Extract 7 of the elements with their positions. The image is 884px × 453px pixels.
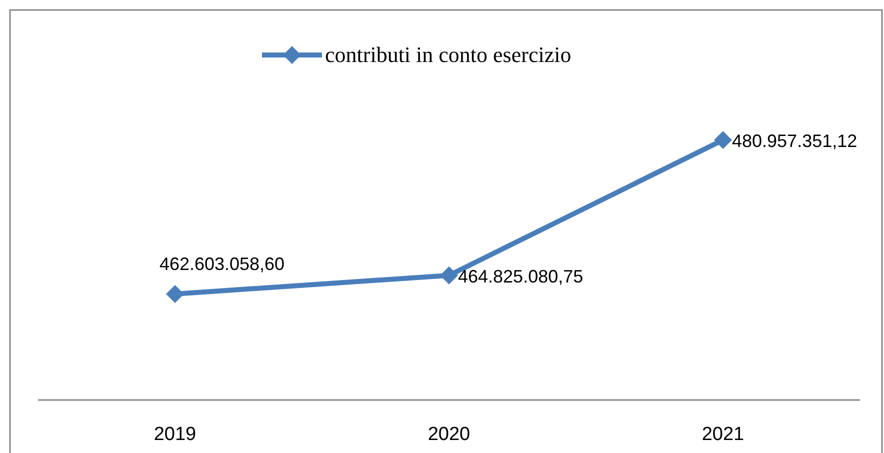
legend-label: contributi in conto esercizio — [325, 42, 572, 67]
data-label: 462.603.058,60 — [159, 254, 285, 274]
x-tick-label: 2019 — [154, 424, 196, 445]
x-tick-label: 2020 — [428, 424, 470, 445]
data-label: 464.825.080,75 — [458, 266, 584, 286]
x-tick-label: 2021 — [702, 424, 744, 445]
data-label: 480.957.351,12 — [732, 131, 858, 151]
